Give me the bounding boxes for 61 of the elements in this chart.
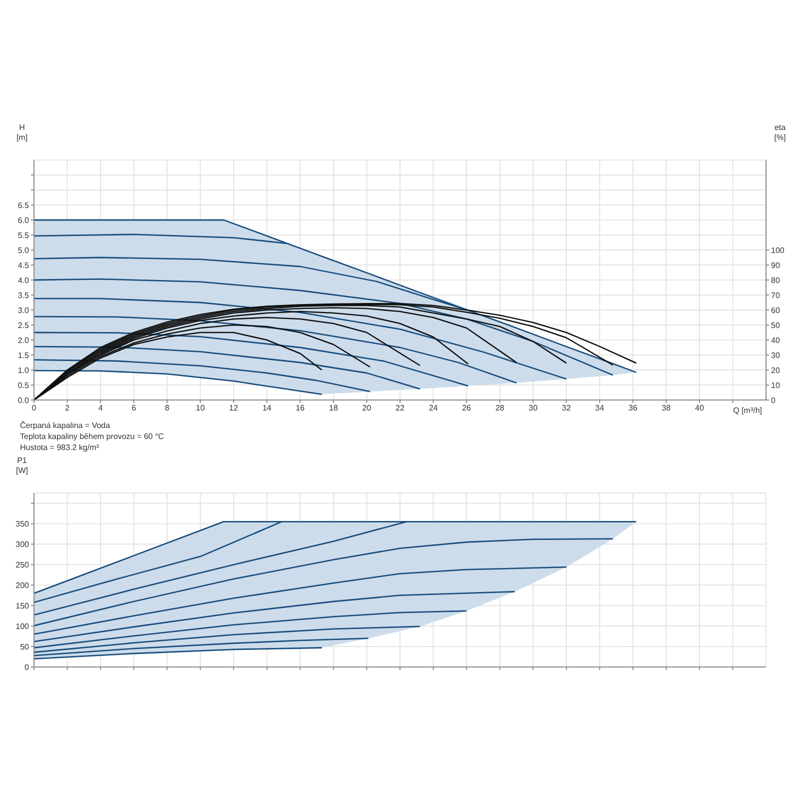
- x-tick-label: 6: [132, 404, 137, 413]
- y2-tick-label: 60: [771, 306, 780, 315]
- x-tick-label: 4: [98, 404, 104, 413]
- y-tick-label: 5.0: [18, 246, 30, 255]
- text: Čerpaná kapalina = Voda: [20, 420, 112, 431]
- x-tick-label: 30: [528, 404, 538, 413]
- y-axis-title: H [m]: [16, 123, 28, 142]
- x-tick-label: 38: [662, 404, 672, 413]
- y2-tick-label: 100: [771, 246, 785, 255]
- y2-tick-label: 50: [771, 320, 780, 330]
- y2-tick-label: 80: [771, 276, 780, 285]
- x-tick-label: 40: [695, 404, 704, 413]
- y2-tick-label: 40: [771, 336, 780, 345]
- x-tick-label: 28: [495, 404, 505, 413]
- y-tick-label: 150: [16, 601, 30, 610]
- y2-tick-label: 90: [771, 260, 780, 270]
- x-tick-label: 18: [329, 404, 338, 413]
- x-tick-label: 36: [628, 404, 638, 413]
- y-tick-label: 0.5: [18, 380, 30, 390]
- y-tick-label: 350: [16, 520, 30, 529]
- y-tick-label: 200: [16, 580, 30, 590]
- x-tick-label: 32: [562, 404, 572, 413]
- y-tick-label: 50: [20, 642, 30, 652]
- x-tick-label: 20: [362, 404, 372, 413]
- x-tick-label: 8: [164, 404, 170, 413]
- y-tick-label: 0.0: [18, 396, 30, 405]
- x-tick-label: 22: [396, 404, 405, 413]
- x-tick-label: 14: [262, 404, 272, 413]
- x-tick-label: 2: [65, 404, 70, 413]
- x-tick-label: 10: [196, 404, 206, 413]
- x-axis-title: Q [m³/h]: [733, 406, 762, 415]
- y-tick-label: 4.0: [18, 276, 30, 285]
- y2-tick-label: 10: [771, 380, 780, 390]
- y-tick-label: 0: [24, 662, 30, 672]
- x-tick-label: 26: [462, 404, 472, 413]
- y-tick-label: 6.5: [18, 200, 30, 210]
- y-tick-label: 2.0: [18, 336, 30, 345]
- y2-tick-label: 0: [771, 396, 776, 405]
- y-tick-label: 1.0: [18, 366, 30, 375]
- y2-axis-title: eta [%]: [774, 123, 786, 142]
- y2-tick-label: 20: [771, 366, 780, 375]
- y-tick-label: 3.5: [18, 290, 30, 300]
- y2-tick-label: 70: [771, 290, 780, 300]
- x-tick-label: 24: [428, 404, 438, 413]
- y-tick-label: 250: [16, 560, 30, 570]
- y-tick-label: 3.0: [18, 306, 30, 315]
- y-tick-label: 5.5: [18, 230, 30, 240]
- y2-tick-label: 30: [771, 350, 780, 360]
- x-tick-label: 34: [595, 404, 605, 413]
- text: Hustota = 983.2 kg/m³: [20, 442, 100, 453]
- y-tick-label: 4.5: [18, 260, 30, 270]
- y-tick-label: 2.5: [18, 320, 30, 330]
- x-tick-label: 12: [229, 404, 239, 413]
- text: Teplota kapaliny během provozu = 60 °C: [20, 431, 165, 442]
- x-tick-label: 0: [32, 404, 37, 413]
- y-tick-label: 300: [16, 540, 30, 550]
- x-tick-label: 16: [296, 404, 306, 413]
- y-tick-label: 100: [16, 622, 30, 631]
- y-tick-label: 1.5: [18, 350, 30, 360]
- y-axis-title: P1 [W]: [16, 456, 28, 475]
- y-tick-label: 6.0: [18, 216, 30, 225]
